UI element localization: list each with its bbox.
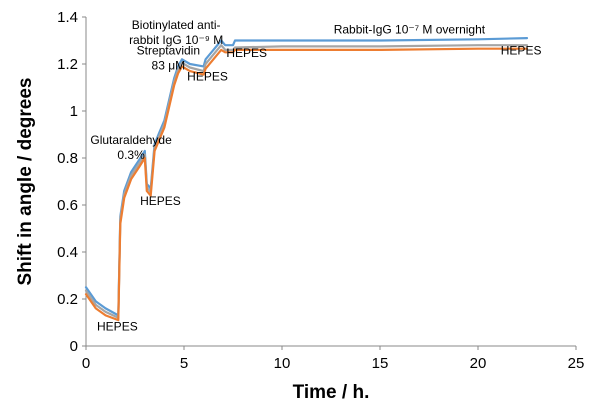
annotation-line: 83 μM — [152, 59, 186, 73]
annotation-line: Streptavidin — [137, 44, 200, 58]
y-tick-label: 0.8 — [57, 150, 78, 167]
annotation-line: HEPES — [140, 194, 181, 208]
y-tick-label: 0 — [70, 338, 78, 355]
y-tick-label: 1.4 — [57, 9, 78, 26]
annotation-label: HEPES — [187, 69, 228, 83]
annotation-label: Biotinylated anti-rabbit IgG 10⁻⁹ M — [129, 18, 223, 47]
y-tick-label: 1.2 — [57, 56, 78, 73]
y-tick-label: 1 — [70, 103, 78, 120]
annotation-line: 0.3% — [117, 148, 145, 162]
annotation-label: Rabbit-IgG 10⁻⁷ M overnight — [334, 22, 486, 36]
x-tick-labels: 0 5 10 15 20 25 — [82, 346, 585, 372]
x-tick-label: 5 — [180, 355, 188, 372]
x-tick-label: 15 — [372, 355, 389, 372]
annotation-label: HEPES — [97, 320, 138, 334]
series-line-orange — [84, 47, 529, 322]
x-tick-label: 10 — [274, 355, 291, 372]
annotation-label: HEPES — [140, 194, 181, 208]
x-axis-title: Time / h. — [293, 382, 370, 403]
y-tick-label: 0.4 — [57, 244, 78, 261]
x-tick-label: 25 — [568, 355, 585, 372]
x-tick-label: 0 — [82, 355, 90, 372]
annotation-line: Rabbit-IgG 10⁻⁷ M overnight — [334, 22, 486, 36]
annotation-line: HEPES — [97, 320, 138, 334]
annotation-line: HEPES — [187, 69, 228, 83]
series-group — [84, 37, 529, 322]
annotation-label: HEPES — [226, 46, 267, 60]
y-tick-labels: 0 0.2 0.4 0.6 0.8 1 1.2 1.4 — [57, 9, 86, 355]
annotation-label: Streptavidin 83 μM — [137, 44, 200, 73]
annotation-line: rabbit IgG 10⁻⁹ M — [129, 33, 223, 47]
y-tick-label: 0.2 — [57, 291, 78, 308]
annotation-label: Glutaraldehyde 0.3% — [90, 133, 172, 162]
annotation-line: HEPES — [226, 46, 267, 60]
annotation-line: HEPES — [501, 44, 542, 58]
annotation-line: Glutaraldehyde — [90, 133, 172, 147]
annotation-label: HEPES — [501, 44, 542, 58]
annotation-line: Biotinylated anti- — [132, 18, 221, 32]
x-tick-label: 20 — [470, 355, 487, 372]
y-tick-label: 0.6 — [57, 197, 78, 214]
y-axis-title: Shift in angle / degrees — [15, 78, 36, 286]
